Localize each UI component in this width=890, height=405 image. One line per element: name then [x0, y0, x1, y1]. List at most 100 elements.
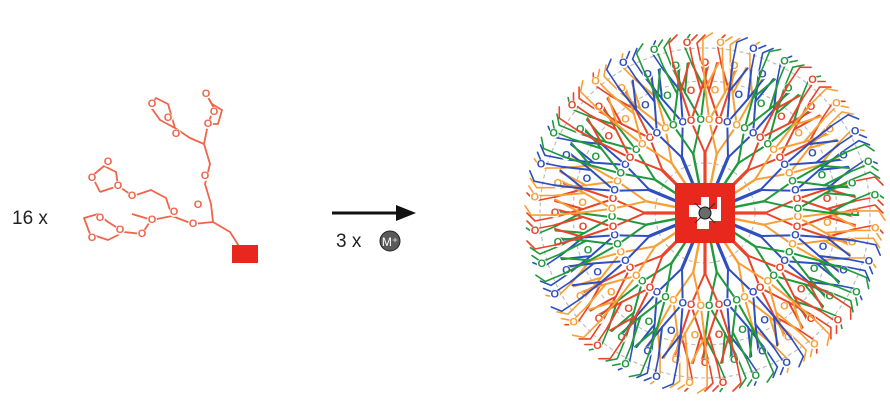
oxygen-atom-label: O — [715, 115, 724, 127]
oxygen-atom-label: O — [848, 236, 857, 248]
branch-bond — [639, 296, 667, 318]
branch-bond — [701, 58, 707, 90]
branch-bond — [526, 212, 556, 222]
atom-background — [682, 38, 692, 48]
oxygen-atom-label: O — [638, 276, 647, 288]
branch-bond — [779, 267, 810, 284]
oxygen-atom-label: O — [685, 377, 694, 389]
branch-bond — [559, 239, 588, 255]
branch-bond — [672, 299, 679, 333]
branch-bond — [610, 93, 635, 115]
oxygen-atom-label: O — [632, 144, 641, 156]
oxygen-atom-label: O — [96, 212, 105, 224]
oxygen-atom-label: O — [621, 159, 630, 171]
branch-bond — [743, 296, 771, 318]
branch-bond — [737, 358, 747, 389]
branch-bond — [699, 87, 706, 121]
oxygen-atom-label: O — [807, 313, 816, 325]
atom-background — [748, 44, 759, 55]
atom-background — [722, 117, 733, 128]
branch-bond — [708, 305, 726, 335]
branch-bond — [759, 108, 776, 139]
branch-bond — [589, 251, 622, 262]
oxygen-atom-label: O — [730, 60, 739, 72]
branch-bond — [762, 200, 799, 210]
oxygen-atom-label: O — [621, 113, 630, 125]
branch-bond — [818, 259, 849, 271]
atom-background — [677, 298, 688, 309]
branch-bond — [578, 86, 597, 111]
branch-bond — [751, 327, 767, 355]
metal-ion-label: M⁺ — [382, 235, 398, 249]
atom-background — [651, 371, 662, 382]
oxygen-atom-label: O — [823, 217, 832, 229]
core-segment — [709, 197, 717, 209]
atom-background — [790, 185, 801, 196]
branch-bond — [753, 245, 791, 254]
atom-background — [620, 359, 631, 370]
branch-bond — [766, 112, 778, 146]
atom-background — [660, 292, 671, 303]
oxygen-atom-label: O — [793, 193, 802, 205]
branch-bond — [679, 302, 684, 336]
atom-background — [668, 120, 679, 131]
branch-bond — [582, 187, 616, 192]
branch-bond — [600, 267, 631, 284]
branch-bond — [585, 180, 619, 187]
branch-bond — [680, 239, 696, 270]
atom-background — [784, 168, 795, 179]
branch-bond — [617, 85, 638, 111]
atom-background — [113, 181, 123, 191]
branch-bond — [669, 360, 681, 389]
branch-bond — [743, 108, 771, 130]
oxygen-atom-label: O — [793, 221, 802, 233]
branch-bond — [731, 330, 747, 359]
oxygen-atom-label: O — [723, 117, 732, 129]
oxygen-atom-label: O — [164, 112, 173, 124]
oxygen-atom-label: O — [839, 150, 848, 162]
oxygen-atom-label: O — [732, 295, 741, 307]
branch-bond — [635, 291, 658, 318]
branch-bond — [571, 322, 599, 339]
branch-bond — [684, 332, 689, 364]
branch-bond — [779, 142, 810, 159]
atom-background — [644, 133, 655, 144]
branch-bond — [632, 112, 644, 146]
oxygen-atom-label: O — [678, 117, 687, 129]
branch-bond — [779, 128, 796, 159]
atom-background — [755, 133, 766, 144]
atom-background — [644, 282, 655, 293]
oxygen-atom-label: O — [691, 329, 700, 341]
atom-background — [714, 330, 724, 340]
oxygen-atom-label: O — [616, 168, 625, 180]
oxygen-atom-label: O — [116, 224, 125, 236]
oxygen-atom-label: O — [621, 255, 630, 267]
atom-background — [615, 247, 626, 258]
branch-bond — [635, 108, 658, 135]
branch-bond — [729, 37, 741, 66]
oxygen-atom-label: O — [825, 290, 834, 302]
oxygen-atom-label: O — [551, 207, 560, 219]
branch-bond — [558, 106, 578, 131]
atom-background — [609, 185, 620, 196]
oxygen-atom-label: O — [621, 358, 630, 370]
oxygen-atom-label: O — [697, 114, 706, 126]
branch-bond — [772, 315, 779, 347]
atom-background — [781, 358, 792, 369]
oxygen-atom-label: O — [617, 82, 626, 94]
branch-bond — [672, 62, 682, 92]
branch-bond — [583, 216, 613, 234]
oxygen-atom-label: O — [808, 147, 817, 159]
branch-bond — [641, 143, 673, 165]
branch-bond — [747, 68, 753, 100]
branch-bond — [783, 260, 810, 283]
atom-background — [603, 131, 614, 142]
branch-bond — [779, 267, 796, 298]
branch-bond — [588, 299, 618, 311]
branch-bond — [746, 137, 762, 172]
atom-background — [809, 339, 820, 350]
branch-bond — [589, 234, 616, 257]
branch-bond — [766, 123, 794, 146]
atom-background — [806, 314, 817, 325]
